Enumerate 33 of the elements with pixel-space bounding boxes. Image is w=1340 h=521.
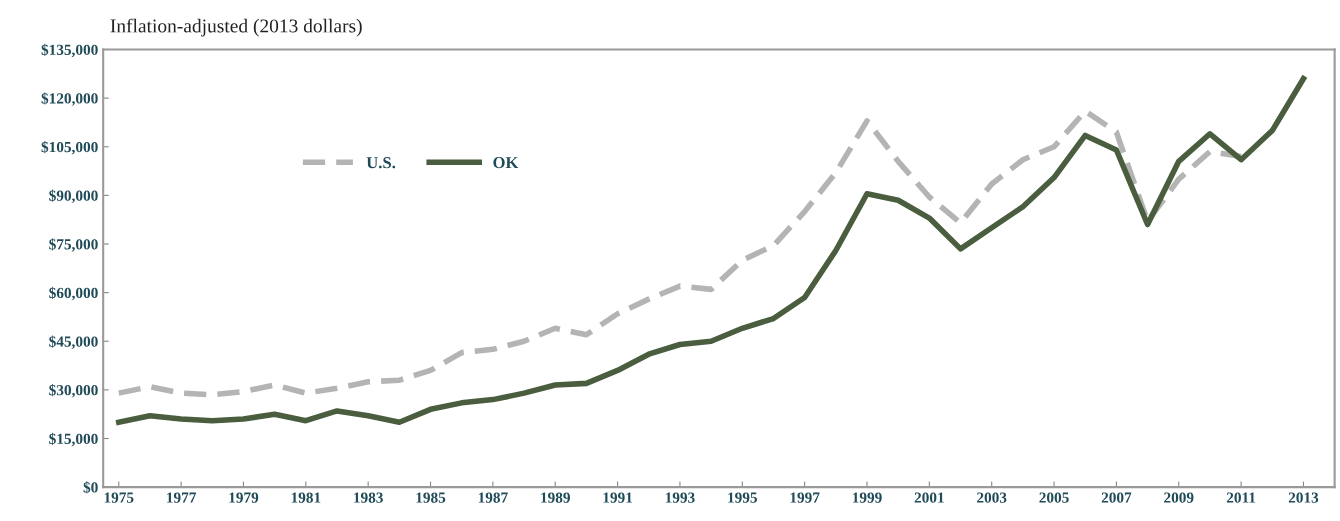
- x-tick-label: 1989: [541, 492, 570, 503]
- chart-title: Inflation-adjusted (2013 dollars): [110, 18, 362, 37]
- x-tick-label: 1985: [416, 492, 446, 503]
- y-tick-label: $60,000: [49, 286, 98, 301]
- x-tick-label: 1983: [354, 492, 383, 503]
- y-tick-label: $45,000: [49, 335, 98, 349]
- x-tick-label: 1987: [478, 492, 508, 503]
- x-tick-label: 1981: [291, 492, 321, 503]
- x-tick-label: 1979: [229, 492, 259, 503]
- x-tick-label: 1999: [852, 492, 882, 503]
- x-tick-label: 2013: [1288, 492, 1319, 503]
- y-tick-label: $105,000: [41, 140, 98, 155]
- y-tick-label: $75,000: [49, 238, 98, 252]
- y-tick-label: $30,000: [49, 384, 98, 398]
- x-tick-label: 2007: [1101, 492, 1132, 503]
- legend-label: U.S.: [366, 157, 396, 169]
- x-tick-label: 2003: [977, 492, 1007, 503]
- x-tick-label: 2001: [914, 492, 944, 503]
- y-tick-label: $120,000: [41, 92, 98, 106]
- x-tick-label: 2005: [1039, 492, 1069, 503]
- x-tick-label: 1997: [790, 492, 820, 503]
- legend-label: OK: [493, 157, 519, 169]
- y-tick-label: $90,000: [49, 189, 98, 204]
- x-tick-label: 1993: [665, 492, 695, 503]
- y-tick-label: $15,000: [49, 432, 98, 447]
- x-tick-label: 2011: [1226, 492, 1256, 503]
- y-tick-label: $0: [83, 481, 98, 494]
- x-tick-label: 1991: [603, 492, 633, 503]
- x-tick-label: 2009: [1164, 492, 1194, 503]
- y-tick-label: $135,000: [41, 43, 98, 58]
- x-tick-label: 1995: [728, 492, 758, 503]
- x-tick-label: 1975: [104, 492, 134, 503]
- x-tick-label: 1977: [167, 492, 197, 503]
